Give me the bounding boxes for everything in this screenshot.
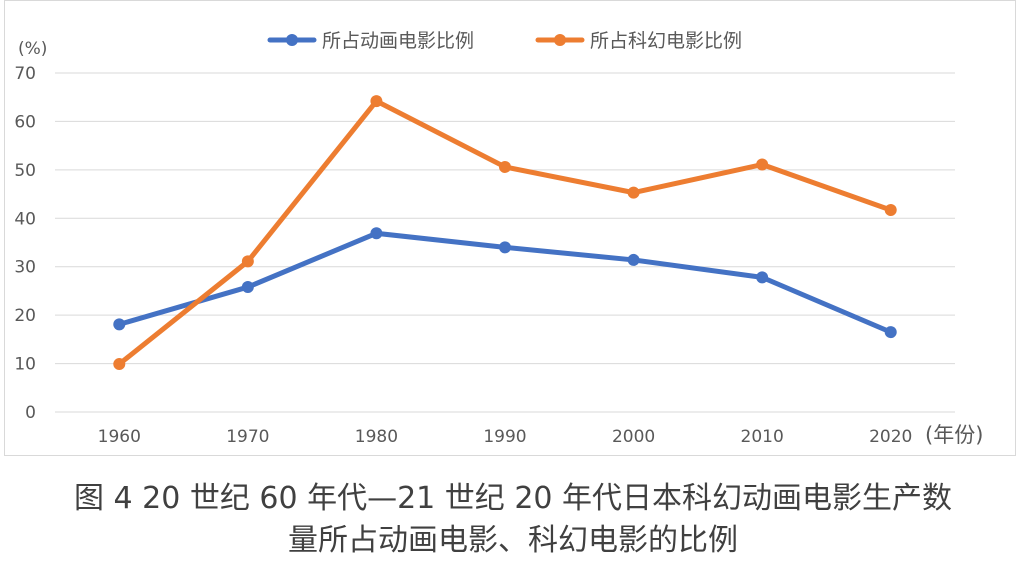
x-tick-label: 2010: [741, 427, 784, 447]
caption-line-1: 图 4 20 世纪 60 年代—21 世纪 20 年代日本科幻动画电影生产数: [73, 481, 953, 516]
data-point[interactable]: [370, 95, 383, 108]
data-point[interactable]: [499, 241, 511, 254]
gridlines: [55, 72, 955, 365]
data-point[interactable]: [756, 271, 769, 284]
y-tick-label: 70: [14, 64, 36, 84]
legend-label: 所占动画电影比例: [322, 30, 474, 52]
x-axis-label: (年份): [925, 423, 983, 447]
x-tick-label: 2000: [612, 427, 655, 447]
data-point[interactable]: [884, 326, 897, 339]
data-point[interactable]: [113, 318, 126, 331]
legend-label: 所占科幻电影比例: [590, 30, 742, 52]
data-point[interactable]: [499, 160, 511, 173]
legend-swatch-marker: [286, 34, 298, 46]
axes: 0 10 20 30 40 50 60 70 1960 1970 1980 1990 2000 2010 2…: [14, 39, 983, 447]
line-chart: 0 10 20 30 40 50 60 70 1960 1970 1980 1990 2000 2010 2…: [14, 30, 983, 447]
x-tick-label: 1960: [98, 427, 141, 447]
series-animation: [113, 227, 897, 339]
y-tick-label: 30: [14, 258, 36, 278]
data-point[interactable]: [241, 255, 254, 268]
x-tick-label: 1980: [355, 427, 398, 447]
y-tick-label: 60: [14, 112, 36, 132]
legend-item[interactable]: 所占动画电影比例: [267, 30, 474, 52]
data-point[interactable]: [627, 253, 640, 266]
y-tick-label: 10: [14, 355, 36, 375]
data-point[interactable]: [627, 186, 640, 199]
data-point[interactable]: [370, 227, 383, 240]
chart-frame: [4, 0, 1016, 456]
y-tick-label: 0: [25, 403, 36, 423]
y-tick-label: 50: [14, 161, 36, 181]
data-point[interactable]: [241, 281, 254, 294]
series-group: [113, 95, 897, 371]
figure-caption: 图 4 20 世纪 60 年代—21 世纪 20 年代日本科幻动画电影生产数 量…: [0, 478, 1026, 562]
series-scifi: [113, 95, 897, 371]
x-tick-label: 2020: [869, 427, 912, 447]
series-line: [116, 98, 894, 367]
caption-line-2: 量所占动画电影、科幻电影的比例: [288, 523, 738, 558]
data-point[interactable]: [756, 158, 769, 171]
x-tick-label: 1990: [483, 427, 526, 447]
x-tick-label: 1970: [226, 427, 269, 447]
legend-item[interactable]: 所占科幻电影比例: [535, 30, 742, 52]
y-tick-label: 40: [14, 209, 36, 229]
y-axis-label: (%): [18, 39, 47, 59]
data-point[interactable]: [113, 358, 126, 371]
legend[interactable]: 所占动画电影比例 所占科幻电影比例: [267, 30, 742, 52]
legend-swatch-marker: [554, 34, 566, 46]
y-tick-label: 20: [14, 306, 36, 326]
data-point[interactable]: [884, 204, 897, 217]
